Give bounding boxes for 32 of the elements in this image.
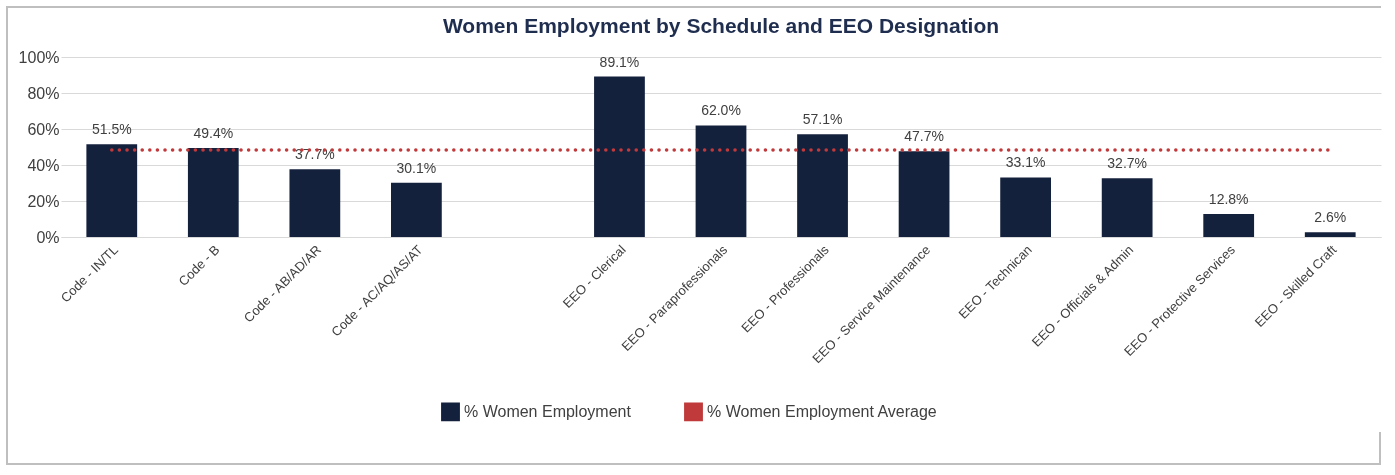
data-label: 12.8% <box>1208 190 1249 207</box>
data-label: 49.4% <box>193 125 234 142</box>
bar <box>187 148 239 237</box>
y-tick-label: 60% <box>27 120 60 138</box>
bar <box>1101 178 1153 237</box>
data-label: 62.0% <box>701 102 741 119</box>
bar <box>1000 177 1051 237</box>
bar <box>898 151 950 237</box>
y-tick-label: 40% <box>27 156 60 174</box>
data-label: 30.1% <box>396 159 437 176</box>
data-label: 2.6% <box>1314 209 1347 226</box>
y-tick-label: 80% <box>27 84 60 102</box>
bar <box>1203 213 1255 237</box>
bar <box>695 125 747 237</box>
data-label: 89.1% <box>599 53 640 70</box>
data-label: 51.5% <box>91 121 132 138</box>
chart-title: Women Employment by Schedule and EEO Designation <box>442 14 1000 37</box>
bar <box>391 182 442 237</box>
y-tick-label: 20% <box>27 192 60 210</box>
y-tick-label: 0% <box>36 228 60 246</box>
data-label: 32.7% <box>1107 155 1148 172</box>
bar <box>1304 232 1356 237</box>
y-tick-label: 100% <box>18 48 60 66</box>
data-label: 33.1% <box>1005 154 1046 171</box>
legend-label: % Women Employment Average <box>707 402 937 420</box>
bar <box>797 134 848 237</box>
bar <box>289 169 341 237</box>
data-label: 57.1% <box>802 111 843 128</box>
data-label: 47.7% <box>904 128 944 145</box>
bar <box>594 76 645 237</box>
bar <box>86 144 138 237</box>
legend-label: % Women Employment <box>464 402 632 420</box>
